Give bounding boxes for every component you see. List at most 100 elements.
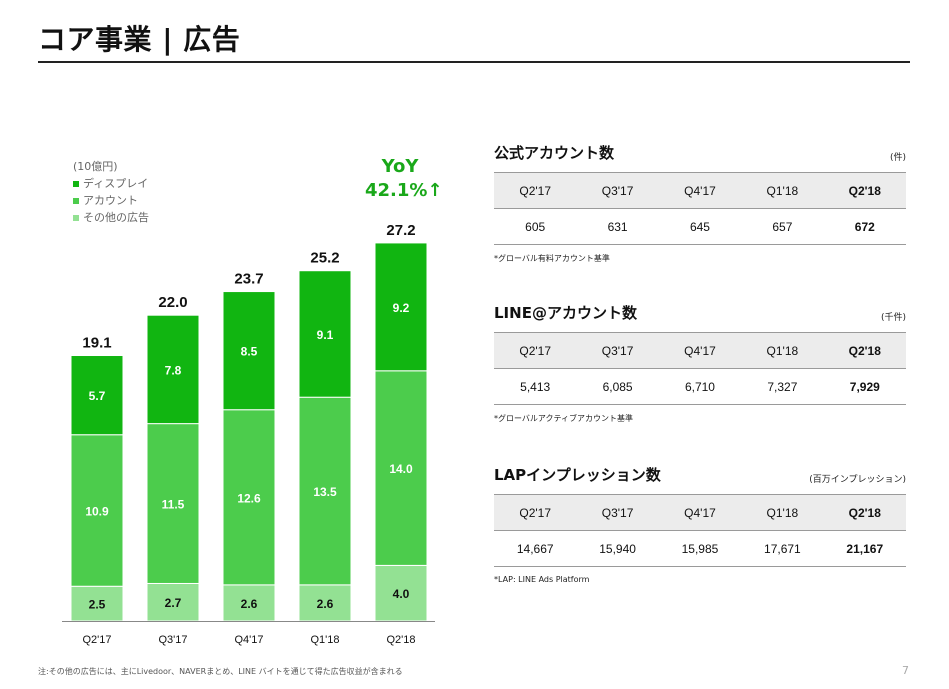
- col-header: Q2'18: [823, 332, 906, 369]
- table-row: 14,667 15,940 15,985 17,671 21,167: [494, 530, 906, 567]
- col-header: Q3'17: [576, 332, 659, 369]
- x-tick-label: Q2'18: [386, 634, 415, 646]
- bar-value-label: 10.9: [85, 504, 109, 518]
- chart-unit-label: (10億円): [73, 160, 118, 173]
- legend-label-display: ディスプレイ: [83, 177, 149, 190]
- chart-legend: (10億円) ディスプレイ アカウント その他の広告: [73, 158, 149, 226]
- bar-segment-display: [70, 355, 124, 436]
- bar-segment-other: [374, 564, 428, 622]
- x-tick-label: Q2'17: [82, 634, 111, 646]
- table-cell: 14,667: [494, 530, 577, 567]
- bar-total-label: 23.7: [234, 271, 263, 288]
- bar-value-label: 5.7: [89, 389, 106, 403]
- table-cell: 645: [658, 208, 742, 245]
- col-header: Q3'17: [576, 494, 659, 531]
- col-header: Q2'18: [823, 494, 906, 531]
- bar-segment-account: [70, 434, 124, 587]
- bar-value-label: 9.2: [393, 301, 410, 315]
- table-unit: (千件): [880, 313, 906, 323]
- bar-value-label: 2.6: [241, 597, 258, 611]
- table-title: 公式アカウント数: [494, 144, 615, 162]
- footnote: 注:その他の広告には、主にLivedoor、NAVERまとめ、LINE バイトを…: [38, 667, 403, 676]
- col-header: Q4'17: [658, 172, 742, 209]
- official-accounts-table: 公式アカウント数 (件) Q2'17 Q3'17 Q4'17 Q1'18 Q2'…: [494, 142, 906, 264]
- bar-value-label: 11.5: [162, 498, 185, 512]
- lap-impressions-table: LAPインプレッション数 (百万インプレッション) Q2'17 Q3'17 Q4…: [494, 464, 906, 584]
- yoy-callout: YoY 42.1%↑: [365, 155, 443, 203]
- bar-value-label: 14.0: [389, 462, 413, 476]
- col-header: Q2'17: [494, 494, 577, 531]
- legend-label-other: その他の広告: [83, 211, 149, 224]
- bar-value-label: 7.8: [165, 363, 182, 377]
- bar-value-label: 12.6: [237, 491, 261, 505]
- bar-total-label: 25.2: [310, 250, 339, 267]
- bar-segment-display: [146, 314, 200, 425]
- table-cell: 605: [494, 208, 577, 245]
- bar-total-label: 27.2: [386, 222, 415, 239]
- page-number: 7: [902, 664, 909, 677]
- title-divider: [38, 61, 910, 63]
- x-tick-label: Q4'17: [234, 634, 263, 646]
- table-cell: 17,671: [741, 530, 824, 567]
- table-note: *グローバル有料アカウント基準: [494, 254, 610, 263]
- bar-segment-display: [374, 242, 428, 372]
- table-cell: 631: [576, 208, 659, 245]
- table-title: LINE@アカウント数: [494, 304, 637, 322]
- col-header: Q2'18: [823, 172, 906, 209]
- legend-item-account: アカウント: [73, 192, 149, 209]
- col-header: Q4'17: [658, 494, 742, 531]
- bar-value-label: 4.0: [393, 587, 410, 601]
- bar-value-label: 2.6: [317, 597, 334, 611]
- bar-total-label: 22.0: [158, 294, 187, 311]
- bar-value-label: 8.5: [241, 345, 258, 359]
- bar-segment-account: [222, 409, 276, 586]
- bar-value-label: 2.5: [89, 598, 106, 612]
- yoy-value: 42.1%↑: [365, 180, 443, 201]
- table-title: LAPインプレッション数: [494, 466, 661, 484]
- bar-value-label: 13.5: [313, 485, 337, 499]
- col-header: Q2'17: [494, 172, 577, 209]
- col-header: Q1'18: [741, 332, 824, 369]
- table-cell: 6,085: [576, 368, 659, 405]
- bar-total-label: 19.1: [82, 335, 111, 352]
- col-header: Q3'17: [576, 172, 659, 209]
- legend-swatch-account: [73, 197, 79, 204]
- bar-segment-display: [298, 270, 352, 398]
- col-header: Q4'17: [658, 332, 742, 369]
- bar-segment-account: [374, 370, 428, 566]
- table-cell: 7,929: [823, 368, 906, 405]
- bar-value-label: 9.1: [317, 328, 334, 342]
- page-title: コア事業 | 広告: [38, 23, 241, 56]
- table-unit: (百万インプレッション): [809, 475, 906, 485]
- table-note: *グローバルアクティブアカウント基準: [494, 414, 634, 423]
- table-cell: 15,985: [658, 530, 742, 567]
- bar-segment-display: [222, 291, 276, 411]
- legend-swatch-other: [73, 214, 79, 221]
- legend-item-display: ディスプレイ: [73, 175, 149, 192]
- legend-label-account: アカウント: [83, 194, 138, 207]
- table-cell: 15,940: [576, 530, 659, 567]
- bar-segment-other: [298, 584, 352, 622]
- table-row: 605 631 645 657 672: [494, 208, 906, 245]
- chart-canvas: 2.5 10.9 5.7 19.1 Q2'17 2.7 11.5 7.8 22.0 Q3'17 2.…: [62, 222, 435, 646]
- table-cell: 5,413: [494, 368, 577, 405]
- col-header: Q2'17: [494, 332, 577, 369]
- legend-swatch-display: [73, 180, 79, 187]
- table-cell: 657: [741, 208, 824, 245]
- table-cell: 21,167: [823, 530, 906, 567]
- table-cell: 6,710: [658, 368, 742, 405]
- table-note: *LAP: LINE Ads Platform: [494, 575, 590, 584]
- table-unit: (件): [889, 153, 906, 163]
- col-header: Q1'18: [741, 494, 824, 531]
- table-cell: 672: [823, 208, 906, 245]
- col-header: Q1'18: [741, 172, 824, 209]
- x-tick-label: Q3'17: [158, 634, 187, 646]
- table-row: 5,413 6,085 6,710 7,327 7,929: [494, 368, 906, 405]
- ad-revenue-chart: 2.5 10.9 5.7 19.1 Q2'17 2.7 11.5 7.8 22.0 Q3'17 2.…: [0, 0, 470, 689]
- bar-value-label: 2.7: [165, 596, 182, 610]
- bar-segment-other: [70, 585, 124, 622]
- x-tick-label: Q1'18: [310, 634, 339, 646]
- table-cell: 7,327: [741, 368, 824, 405]
- yoy-label: YoY: [381, 156, 419, 177]
- line-at-accounts-table: LINE@アカウント数 (千件) Q2'17 Q3'17 Q4'17 Q1'18…: [494, 302, 906, 424]
